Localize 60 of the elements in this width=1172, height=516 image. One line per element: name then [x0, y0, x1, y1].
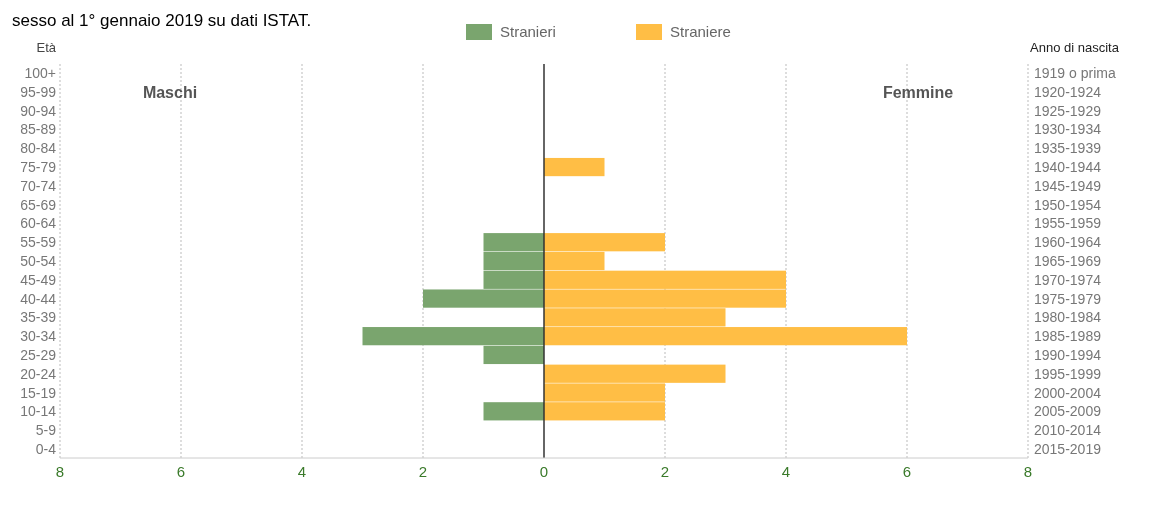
- y2-tick-label: 1970-1974: [1034, 271, 1102, 288]
- y2-tick-label: 1925-1929: [1034, 102, 1102, 119]
- x-tick-label: 0: [539, 463, 549, 480]
- y-tick-label: 25-29: [20, 346, 57, 363]
- x-tick-label: 6: [176, 463, 186, 480]
- bar: [544, 157, 605, 177]
- x-tick-label: 4: [781, 463, 791, 480]
- y2-tick-label: 1930-1934: [1034, 121, 1102, 138]
- y-axis-title: Età: [36, 40, 57, 55]
- x-tick-label: 2: [660, 463, 670, 480]
- y-tick-label: 85-89: [20, 121, 57, 138]
- y2-tick-label: 1920-1924: [1034, 83, 1102, 100]
- y2-tick-label: 1980-1984: [1034, 309, 1102, 326]
- y-tick-label: 30-34: [20, 328, 57, 345]
- y-tick-label: 0-4: [35, 440, 57, 457]
- y-tick-label: 15-19: [20, 384, 57, 401]
- y2-tick-label: 1935-1939: [1034, 140, 1102, 157]
- bar: [483, 402, 544, 421]
- chart-title: sesso al 1° gennaio 2019 su dati ISTAT.: [12, 11, 312, 30]
- x-tick-label: 6: [902, 463, 912, 480]
- y2-tick-label: 2000-2004: [1034, 384, 1102, 401]
- y2-tick-label: 2015-2019: [1034, 440, 1102, 457]
- y-tick-label: 80-84: [20, 140, 57, 157]
- y2-tick-label: 1985-1989: [1034, 328, 1102, 345]
- y-tick-label: 100+: [24, 65, 56, 82]
- y2-tick-label: 1940-1944: [1034, 159, 1102, 176]
- y-tick-label: 40-44: [20, 290, 57, 307]
- y2-tick-label: 1950-1954: [1034, 196, 1102, 213]
- y2-tick-label: 1919 o prima: [1034, 65, 1116, 82]
- y2-tick-label: 2010-2014: [1034, 422, 1102, 439]
- y2-tick-label: 1990-1994: [1034, 346, 1102, 363]
- x-tick-label: 8: [55, 463, 65, 480]
- y-tick-label: 65-69: [20, 196, 57, 213]
- y-tick-label: 10-14: [20, 403, 57, 420]
- y2-tick-label: 1955-1959: [1034, 215, 1102, 232]
- y-tick-label: 55-59: [20, 234, 57, 251]
- x-tick-label: 2: [418, 463, 428, 480]
- annotation: Maschi: [142, 83, 198, 101]
- y2-axis-title: Anno di nascita: [1030, 40, 1120, 55]
- y-tick-label: 70-74: [20, 177, 57, 194]
- y-tick-label: 60-64: [20, 215, 57, 232]
- annotation: Femmine: [882, 83, 954, 101]
- x-tick-label: 8: [1023, 463, 1033, 480]
- y2-tick-label: 1960-1964: [1034, 234, 1102, 251]
- y-tick-label: 35-39: [20, 309, 57, 326]
- y-tick-label: 20-24: [20, 365, 57, 382]
- legend-label: Straniere: [670, 23, 731, 40]
- y-tick-label: 50-54: [20, 253, 57, 269]
- x-tick-label: 4: [297, 463, 307, 480]
- y2-tick-label: 2005-2009: [1034, 403, 1102, 420]
- legend-label: Stranieri: [500, 23, 556, 40]
- y-tick-label: 95-99: [20, 83, 57, 100]
- y-tick-label: 75-79: [20, 159, 57, 176]
- y-tick-label: 5-9: [35, 422, 57, 439]
- y-tick-label: 45-49: [20, 271, 57, 288]
- y2-tick-label: 1965-1969: [1034, 253, 1102, 269]
- y2-tick-label: 1975-1979: [1034, 290, 1102, 307]
- y2-tick-label: 1945-1949: [1034, 177, 1102, 194]
- y-tick-label: 90-94: [20, 102, 57, 119]
- y2-tick-label: 1995-1999: [1034, 365, 1102, 382]
